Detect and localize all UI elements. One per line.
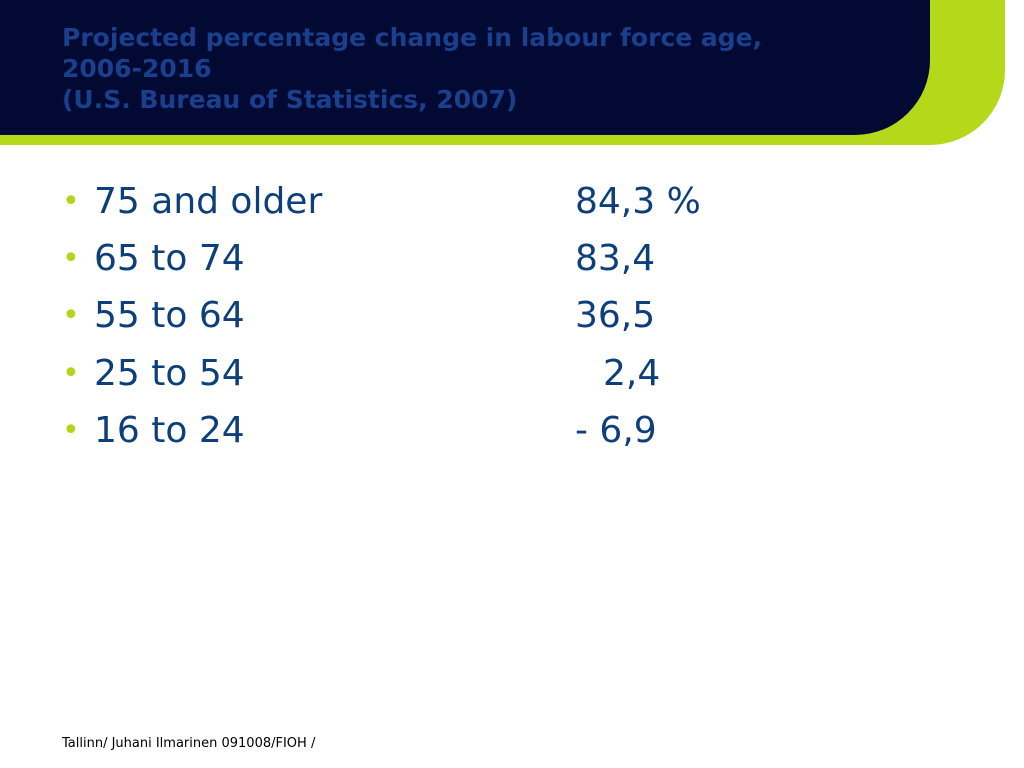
bullet: • (62, 356, 80, 391)
item-label: 75 and older (94, 181, 323, 222)
item-label: 55 to 64 (94, 295, 245, 336)
item-label: 65 to 74 (94, 238, 245, 279)
title-line: (U.S. Bureau of Statistics, 2007) (62, 85, 518, 114)
title-line: 2006-2016 (62, 54, 212, 83)
item-value: 84,3 % (575, 181, 701, 222)
item-value: 2,4 (603, 353, 661, 394)
bullet: • (62, 241, 80, 276)
title-line: Projected percentage change in labour fo… (62, 23, 763, 52)
bullet: • (62, 184, 80, 219)
footer: Tallinn/ Juhani Ilmarinen 091008/FIOH / (62, 736, 316, 751)
item-value: 36,5 (575, 295, 656, 336)
slide-title: Projected percentage change in labour fo… (62, 22, 762, 115)
header-background (0, 0, 1005, 145)
bullet: • (62, 413, 80, 448)
item-label: 16 to 24 (94, 410, 245, 451)
item-label: 25 to 54 (94, 353, 245, 394)
item-value: - 6,9 (575, 410, 657, 451)
item-value: 83,4 (575, 238, 656, 279)
navy-band (0, 0, 930, 135)
bullet: • (62, 298, 80, 333)
